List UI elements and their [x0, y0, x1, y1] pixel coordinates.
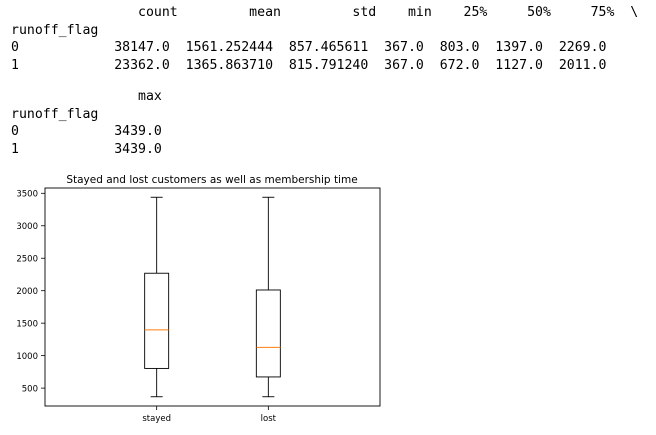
table1-row-1: 1 23362.0 1365.863710 815.791240 367.0 6… — [11, 57, 607, 73]
table2-row-0: 0 3439.0 — [11, 124, 162, 140]
table1-header: count mean std min 25% 50% 75% \ — [11, 5, 639, 20]
table2-row-1: 1 3439.0 — [11, 141, 162, 157]
chart-title: Stayed and lost customers as well as mem… — [66, 174, 357, 186]
plot-area-frame — [44, 187, 381, 407]
x-tick-label-stayed: stayed — [142, 414, 171, 424]
boxes — [144, 196, 281, 398]
y-tick-label: 500 — [22, 384, 38, 394]
y-tick-label: 2000 — [16, 287, 38, 297]
boxplot-chart: Stayed and lost customers as well as mem… — [16, 174, 381, 424]
box-stayed — [144, 272, 170, 369]
x-axis: stayed lost — [142, 406, 277, 424]
y-tick-label: 1000 — [16, 352, 38, 362]
describe-table-max-output: max runoff_flag 0 3439.0 1 3439.0 — [11, 88, 162, 158]
box-lost — [255, 289, 281, 378]
y-tick-label: 3000 — [16, 222, 38, 232]
table1-index-name: runoff_flag — [11, 22, 99, 38]
y-tick-label: 3500 — [16, 190, 38, 200]
table2-index-name: runoff_flag — [11, 106, 99, 122]
y-axis: 500 1000 1500 2000 2500 3000 3500 — [16, 190, 45, 394]
y-tick-label: 1500 — [16, 319, 38, 329]
x-tick-label-lost: lost — [261, 414, 277, 424]
table2-header: max — [11, 89, 162, 104]
table1-row-0: 0 38147.0 1561.252444 857.465611 367.0 8… — [11, 40, 607, 56]
describe-table-output: count mean std min 25% 50% 75% \ runoff_… — [11, 4, 638, 74]
y-tick-label: 2500 — [16, 255, 38, 265]
